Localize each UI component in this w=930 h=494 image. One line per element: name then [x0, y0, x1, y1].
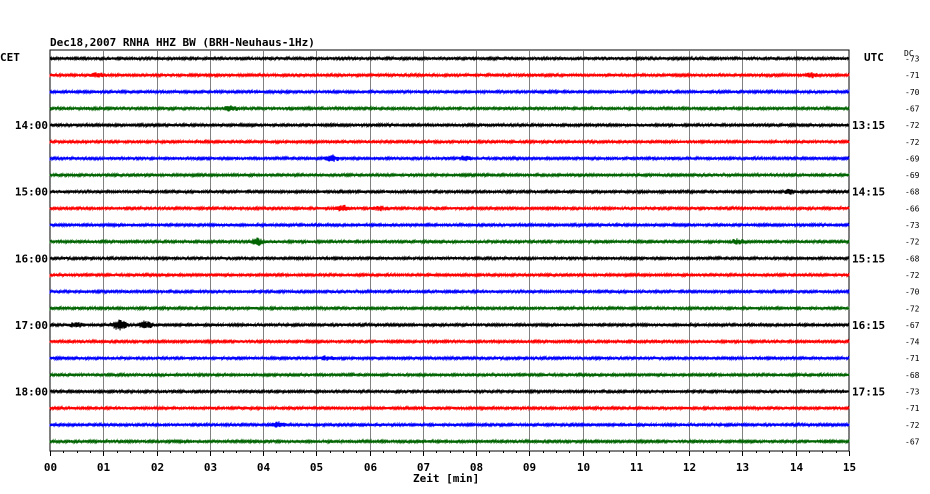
right-timezone-label: UTC — [864, 51, 884, 64]
left-timezone-label: CET — [0, 51, 20, 64]
plot-area: 00 01 02 03 04 05 06 07 08 09 10 11 12 13 14 15 -73 -71 -7… — [15, 49, 920, 474]
dc-offset-label: -67 — [905, 104, 920, 113]
hour-label-local: 16:00 — [15, 252, 48, 265]
seismic-trace — [49, 371, 850, 379]
dc-offset-label: -70 — [905, 88, 920, 97]
seismic-trace — [49, 105, 850, 112]
seismic-trace — [49, 305, 850, 312]
dc-offset-label: -72 — [905, 138, 920, 147]
seismic-trace — [49, 404, 850, 412]
chart-title: Dec18,2007 RNHA HHZ BW (BRH-Neuhaus-1Hz) — [50, 36, 315, 49]
hour-label-utc: 17:15 — [852, 386, 885, 399]
hour-label-local: 15:00 — [15, 186, 48, 199]
seismic-trace — [49, 88, 850, 96]
x-tick-label: 01 — [97, 461, 111, 474]
seismic-trace — [49, 138, 850, 145]
x-tick-label: 14 — [790, 461, 804, 474]
dc-offset-label: -72 — [905, 304, 920, 313]
x-tick-label: 05 — [310, 461, 323, 474]
seismic-trace — [49, 319, 850, 331]
seismic-trace — [49, 154, 850, 162]
seismic-trace — [49, 354, 850, 362]
plot-frame — [49, 49, 850, 452]
dc-offset-label: -69 — [905, 171, 920, 180]
seismic-trace — [49, 271, 850, 279]
hour-label-utc: 15:15 — [852, 252, 885, 265]
seismic-trace — [49, 71, 850, 79]
dc-offset-label: -70 — [905, 288, 920, 297]
seismic-trace — [49, 121, 850, 129]
x-tick-label: 09 — [523, 461, 536, 474]
dc-offset-label: -73 — [905, 55, 920, 64]
dc-offset-label: -68 — [905, 188, 920, 197]
hour-label-utc: 16:15 — [852, 319, 885, 332]
x-tick-label: 06 — [364, 461, 378, 474]
dc-offset-label: -69 — [905, 154, 920, 163]
x-tick-label: 12 — [683, 461, 696, 474]
x-tick-label: 07 — [417, 461, 430, 474]
seismic-trace — [49, 188, 850, 195]
dc-offset-label: -72 — [905, 271, 920, 280]
seismic-trace — [49, 55, 850, 62]
x-axis-label: Zeit [min] — [413, 472, 479, 485]
dc-offset-label: -72 — [905, 421, 920, 430]
x-tick-label: 15 — [843, 461, 856, 474]
x-tick-label: 11 — [630, 461, 644, 474]
seismic-trace — [49, 255, 850, 262]
dc-offset-label: -72 — [905, 121, 920, 130]
x-tick-label: 13 — [736, 461, 749, 474]
dc-offset-label: -67 — [905, 437, 920, 446]
dc-offset-label: -68 — [905, 371, 920, 380]
hour-label-local: 17:00 — [15, 319, 48, 332]
seismic-trace — [49, 421, 850, 429]
seismic-trace — [49, 438, 850, 445]
x-tick-label: 08 — [470, 461, 483, 474]
hour-label-local: 18:00 — [15, 386, 48, 399]
dc-offset-label: -74 — [905, 338, 920, 347]
dc-offset-label: -73 — [905, 388, 920, 397]
seismic-trace — [49, 338, 850, 345]
hour-label-utc: 14:15 — [852, 186, 885, 199]
dc-offset-label: -68 — [905, 254, 920, 263]
dc-offset-label: -66 — [905, 204, 920, 213]
seismic-trace — [49, 288, 850, 295]
x-tick-label: 04 — [257, 461, 271, 474]
seismic-trace — [49, 221, 850, 229]
x-tick-label: 02 — [151, 461, 164, 474]
seismic-trace — [49, 388, 850, 395]
seismic-trace — [49, 237, 850, 247]
hour-label-utc: 13:15 — [852, 119, 885, 132]
x-tick-label: 00 — [44, 461, 57, 474]
dc-offset-label: -71 — [905, 354, 920, 363]
dc-offset-label: -72 — [905, 238, 920, 247]
seismic-trace — [49, 171, 850, 179]
x-tick-label: 10 — [577, 461, 590, 474]
hour-label-local: 14:00 — [15, 119, 48, 132]
dc-offset-label: -71 — [905, 404, 920, 413]
seismic-trace — [49, 204, 850, 212]
dc-header: DC — [904, 49, 914, 58]
dc-offset-label: -73 — [905, 221, 920, 230]
x-tick-label: 03 — [204, 461, 217, 474]
dc-offset-label: -67 — [905, 321, 920, 330]
dc-offset-label: -71 — [905, 71, 920, 80]
